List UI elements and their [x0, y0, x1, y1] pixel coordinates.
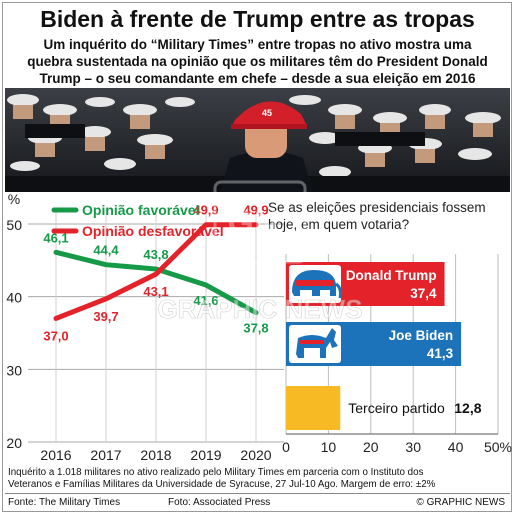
- donkey-stripe: [300, 340, 324, 344]
- subtitle-line: Um inquérito do “Military Times” entre t…: [43, 37, 472, 52]
- elephant-stripe: [296, 280, 334, 286]
- line-chart-legend: Opinião favorável Opinião desfavorável: [51, 202, 224, 239]
- data-label: 46,1: [43, 230, 68, 245]
- subtitle: Um inquérito do “Military Times” entre t…: [0, 36, 515, 87]
- x-tick-label: 40: [448, 439, 464, 455]
- opinion-line-chart: 20 30 40 50% 2016 2017 2018 2019 2020 46,1 44,4 43…: [6, 192, 284, 463]
- line-chart-series: [53, 222, 259, 321]
- bar-chart-axis: 0 10 20 30 40 50%: [282, 433, 512, 455]
- x-tick-label: 2017: [90, 447, 121, 463]
- x-tick-label: 2020: [240, 447, 271, 463]
- subtitle-line: Trump – o seu comandante em chefe – desd…: [39, 71, 476, 86]
- footer-divider: [5, 493, 510, 494]
- data-point: [54, 316, 58, 321]
- data-label: 43,1: [143, 284, 168, 299]
- y-tick-label: 20: [6, 435, 22, 451]
- data-label: 39,7: [93, 309, 118, 324]
- source-credit: Fonte: The Military Times: [8, 497, 121, 508]
- line-chart-grid: [28, 208, 284, 443]
- x-tick-label: 2016: [40, 447, 71, 463]
- x-tick-label: 2019: [190, 447, 221, 463]
- cap-text: 45: [262, 108, 272, 118]
- x-tick-label: 20: [363, 439, 379, 455]
- bar-value-label: 12,8: [454, 400, 481, 416]
- bar-chart-bars: Donald Trump 37,4 Joe Biden 41,3 Terceiro pa…: [286, 262, 482, 430]
- vote-question: Se as eleições presidenciais fossem hoje,…: [268, 200, 486, 232]
- bar-category-label: Joe Biden: [389, 328, 454, 343]
- y-tick-label: 40: [6, 290, 22, 306]
- data-label: 43,8: [143, 247, 168, 262]
- footnote: Inquérito a 1.018 militares no ativo rea…: [8, 467, 508, 491]
- bar-category-label: Donald Trump: [346, 268, 437, 283]
- x-tick-label: 2018: [140, 447, 171, 463]
- data-point: [54, 250, 58, 255]
- data-label: 49,9: [193, 203, 218, 218]
- photo-credit: Foto: Associated Press: [168, 497, 271, 508]
- y-tick-label: 30: [6, 362, 22, 378]
- line-chart-data-labels: 46,1 44,4 43,8 41,6 37,8 37,0 39,7 43,1 49,9 49,9: [43, 203, 268, 344]
- vote-bar-chart: Se as eleições presidenciais fossem hoje,…: [268, 200, 512, 455]
- footnote-line: Inquérito a 1.018 militares no ativo rea…: [8, 467, 424, 478]
- page-title: Biden à frente de Trump entre as tropas: [40, 6, 475, 32]
- footnote-line: Veteranos e Famílias Militares da Univer…: [8, 479, 436, 490]
- troops-photo: 45: [5, 88, 510, 192]
- line-chart-axes: 20 30 40 50% 2016 2017 2018 2019 2020: [6, 192, 271, 463]
- republican-elephant-icon: [289, 265, 342, 303]
- legend-label: Opinião favorável: [82, 202, 199, 218]
- bar-category-label: Terceiro partido: [348, 400, 445, 416]
- data-label: 41,6: [193, 293, 218, 308]
- data-point: [204, 283, 208, 288]
- copyright: © GRAPHIC NEWS: [416, 497, 506, 508]
- trump-figure: 45: [220, 101, 313, 192]
- data-label: 44,4: [93, 243, 119, 258]
- vote-question-line: Se as eleições presidenciais fossem: [268, 200, 486, 215]
- data-point: [204, 222, 208, 227]
- data-label: 37,0: [43, 328, 68, 343]
- bar-value-label: 41,3: [427, 346, 454, 361]
- y-axis-unit: %: [8, 192, 20, 207]
- subtitle-line: quebra sustentada na opinião que os mili…: [27, 54, 488, 69]
- bar-value-label: 37,4: [410, 286, 437, 301]
- data-point: [104, 262, 108, 267]
- democratic-donkey-icon: [289, 325, 341, 363]
- x-tick-label: 30: [405, 439, 421, 455]
- data-label: 49,9: [243, 203, 268, 218]
- x-tick-label: 0: [282, 439, 290, 455]
- data-point: [254, 310, 258, 315]
- x-tick-label: 50%: [484, 439, 512, 455]
- data-point: [154, 272, 158, 277]
- data-point: [254, 222, 258, 227]
- y-tick-label: 50: [6, 217, 22, 233]
- data-label: 37,8: [243, 321, 268, 336]
- x-tick-label: 10: [321, 439, 337, 455]
- bar: [286, 386, 341, 430]
- vote-question-line: hoje, em quem votaria?: [268, 217, 409, 232]
- legend-label: Opinião desfavorável: [82, 223, 224, 239]
- data-point: [104, 296, 108, 301]
- elephant-trunk: [335, 282, 342, 299]
